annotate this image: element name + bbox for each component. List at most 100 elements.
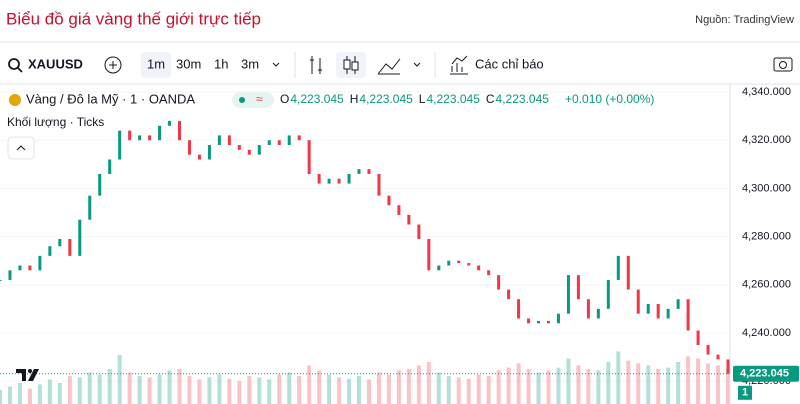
- candle: [68, 238, 72, 256]
- collapse-icon: [16, 145, 26, 151]
- volume-bar: [67, 376, 72, 404]
- page-title: Biểu đồ giá vàng thế giới trực tiếp: [6, 9, 261, 28]
- add-symbol[interactable]: [104, 56, 122, 74]
- volume-bar: [0, 390, 2, 404]
- volume-bar: [97, 374, 102, 404]
- volume-bar: [566, 358, 571, 404]
- candle: [696, 330, 700, 345]
- candle: [307, 140, 311, 174]
- candle: [88, 195, 92, 220]
- candle: [487, 270, 491, 276]
- status-dot: [239, 97, 245, 103]
- volume-bar: [496, 370, 501, 404]
- volume-bar: [586, 369, 591, 404]
- candle: [646, 304, 650, 314]
- candle: [178, 120, 182, 141]
- candle: [537, 320, 541, 324]
- volume-bar: [167, 370, 172, 404]
- indicators-icon[interactable]: [450, 55, 468, 75]
- symbol[interactable]: XAUUSD: [28, 56, 83, 71]
- candle: [158, 125, 162, 141]
- candle: [676, 299, 680, 309]
- volume-bar: [646, 365, 651, 404]
- candle: [247, 149, 251, 155]
- volume-bar: [347, 378, 352, 404]
- candle: [576, 275, 580, 300]
- volume-bar: [686, 356, 691, 404]
- candle: [636, 289, 640, 314]
- interval[interactable]: 3m: [241, 56, 259, 71]
- volume-bar: [157, 374, 162, 404]
- volume-bar: [476, 374, 481, 404]
- logo[interactable]: [16, 369, 39, 381]
- volume-bar: [177, 369, 182, 404]
- volume-bar: [327, 374, 332, 404]
- interval-badge: 1: [742, 387, 748, 399]
- candle: [556, 313, 560, 324]
- candles-bg: [336, 52, 366, 78]
- instrument: Vàng / Đô la Mỹ · 1 · OANDA: [26, 91, 195, 106]
- camera-lens: [779, 61, 787, 69]
- volume-bar: [357, 376, 362, 404]
- candle: [287, 135, 291, 146]
- candle: [497, 275, 501, 290]
- volume-bar: [396, 370, 401, 404]
- volume-bar: [416, 365, 421, 404]
- volume-bar: [237, 380, 242, 404]
- dropdown[interactable]: [272, 62, 280, 67]
- interval[interactable]: 30m: [176, 56, 201, 71]
- volume-bar: [27, 388, 32, 404]
- bars-icon[interactable]: [310, 56, 322, 74]
- candle: [407, 214, 411, 225]
- y-tick-label: 4,340.000: [742, 86, 791, 98]
- collapse-button[interactable]: [7, 136, 35, 160]
- volume-bar: [307, 365, 312, 404]
- volume-bar: [17, 383, 22, 404]
- interval[interactable]: 1h: [214, 56, 228, 71]
- legend: Vàng / Đô la Mỹ · 1 · OANDA ≈ O 4,223.045…: [7, 91, 654, 160]
- candle: [48, 246, 52, 256]
- volume-bar: [277, 374, 282, 404]
- toolbar: XAUUSD 1m 30m 1h 3m Các chỉ báo: [8, 52, 793, 78]
- volume-bar: [137, 376, 142, 404]
- y-tick-label: 4,300.000: [742, 182, 791, 194]
- candle: [656, 304, 660, 319]
- candle: [227, 135, 231, 146]
- volume-bar: [596, 370, 601, 404]
- candle: [706, 344, 710, 355]
- volume-bar: [317, 370, 322, 404]
- candle: [197, 154, 201, 160]
- candle: [457, 260, 461, 264]
- volume-bar: [506, 367, 511, 404]
- candle: [58, 238, 62, 247]
- candle: [38, 255, 42, 271]
- interval[interactable]: 1m: [147, 56, 165, 71]
- volume-bar: [446, 376, 451, 404]
- candle: [546, 320, 550, 324]
- volume-bar: [386, 374, 391, 404]
- volume-bar: [217, 374, 222, 404]
- candle: [187, 140, 191, 155]
- search-icon[interactable]: [8, 58, 20, 70]
- candle-icon-body: [343, 59, 351, 70]
- candle: [527, 318, 531, 324]
- candle: [297, 135, 301, 141]
- dropdown[interactable]: [413, 62, 421, 67]
- area-icon[interactable]: [377, 58, 401, 75]
- ohlc-value: 4,223.045: [426, 92, 480, 106]
- ohlc-key: H: [350, 92, 359, 106]
- ohlc-key: O: [280, 92, 289, 106]
- candle: [217, 135, 221, 146]
- camera-icon[interactable]: [773, 57, 793, 72]
- candle: [417, 224, 421, 239]
- interval-badge-box: [738, 385, 752, 400]
- indicators[interactable]: Các chỉ báo: [475, 56, 544, 71]
- candle-icon-body: [351, 61, 359, 71]
- y-tick-label: 4,280.000: [742, 230, 791, 242]
- volume-bar: [706, 363, 711, 404]
- candle: [277, 140, 281, 146]
- volume-bar: [366, 379, 371, 404]
- candle: [98, 173, 102, 196]
- candle: [357, 169, 361, 174]
- volume-bar: [247, 376, 252, 404]
